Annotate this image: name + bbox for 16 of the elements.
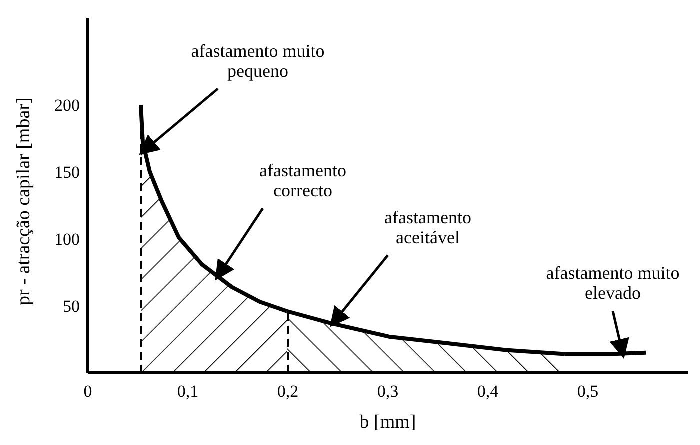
y-tick-label: 50 <box>63 297 80 316</box>
annotation: afastamento muito elevado <box>546 263 680 304</box>
x-tick-label: 0,5 <box>577 382 599 401</box>
x-tick-label: 0,2 <box>277 382 299 401</box>
x-tick-label: 0,3 <box>377 382 399 401</box>
annotation: afastamento aceitável <box>384 207 472 248</box>
x-tick-label: 0,4 <box>477 382 500 401</box>
x-axis-title: b [mm] <box>360 412 416 433</box>
x-tick-label: 0,1 <box>177 382 199 401</box>
annotation: afastamento correcto <box>260 160 346 201</box>
y-axis-title: pr - atracção capilar [mbar] <box>14 98 35 306</box>
y-tick-label: 150 <box>54 163 80 182</box>
annotation: afastamento muito pequeno <box>191 40 325 81</box>
y-tick-label: 200 <box>54 96 80 116</box>
x-tick-label: 0 <box>84 382 92 401</box>
y-tick-label: 100 <box>54 230 80 250</box>
